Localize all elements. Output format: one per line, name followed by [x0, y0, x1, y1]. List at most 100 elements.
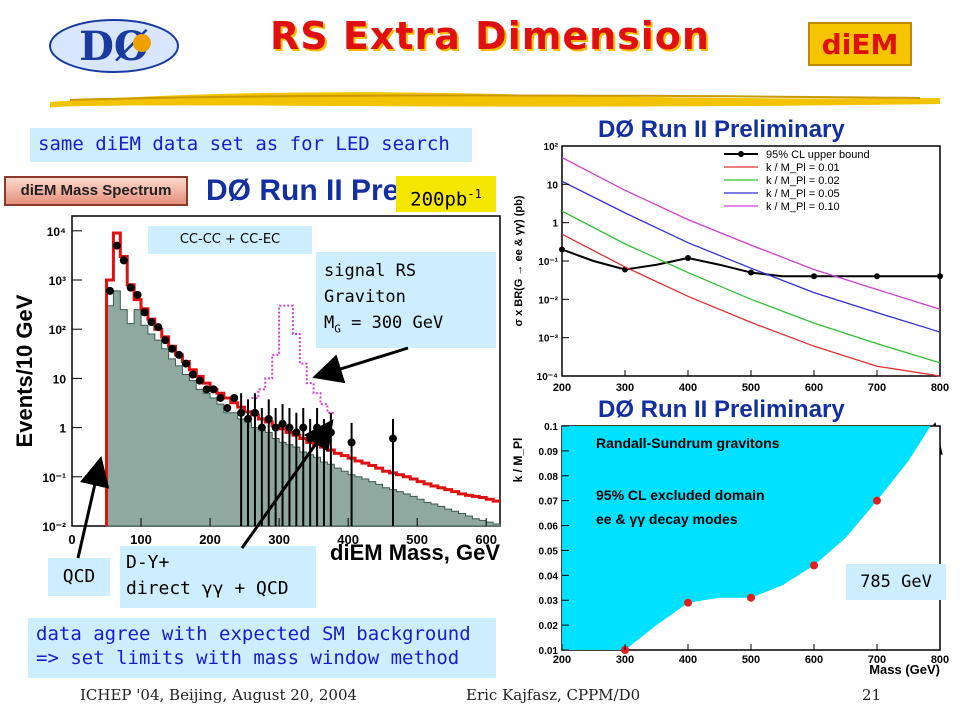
data-point: [168, 344, 177, 353]
limit-point: [937, 273, 943, 280]
y-tick-label: 10: [53, 372, 67, 386]
data-point: [133, 290, 142, 299]
x-tick-label: 600: [475, 532, 497, 547]
x-tick-label: 800: [931, 654, 949, 666]
data-point: [195, 376, 204, 385]
data-point: [202, 385, 211, 394]
x-tick-label: 400: [337, 532, 359, 547]
data-point: [119, 256, 128, 265]
mass-limit-label: 785 GeV: [846, 564, 946, 600]
data-point: [250, 408, 259, 417]
x-tick-label: 200: [553, 382, 571, 394]
data-point: [216, 393, 225, 402]
data-point: [292, 428, 301, 437]
hist-x-axis-label: diEM Mass, GeV: [330, 540, 500, 565]
data-point: [230, 393, 239, 402]
limit-point: [685, 254, 691, 261]
data-point: [140, 308, 149, 317]
hist-y-axis-label: Events/10 GeV: [12, 294, 37, 447]
exclusion-point: [684, 598, 692, 607]
signal-label-line1: signal RS: [324, 261, 417, 281]
signal-label-line2: Graviton: [324, 287, 406, 307]
data-point: [389, 434, 397, 443]
signal-label-line3: MG = 300 GeV: [324, 310, 488, 342]
y-tick-label: 10⁻¹: [42, 471, 66, 485]
y-tick-label: 10⁻¹: [538, 257, 558, 268]
y-tick-label: 10⁻²: [42, 520, 66, 534]
legend-entry: k / M_Pl = 0.10: [766, 201, 840, 213]
luminosity-label: 200pb-1: [396, 176, 496, 212]
y-tick-label: 0.1: [544, 422, 558, 433]
y-tick-label: 0.01: [539, 646, 559, 657]
mass-spectrum-chart: 0 100 200 300 400 500 600 10⁻² 10⁻¹ 1 10 10² 10³ 10⁴ E…: [12, 215, 501, 565]
signal-graviton-histogram: [251, 304, 335, 414]
y-tick-label: 0.05: [539, 546, 559, 557]
y-tick-label: 10⁴: [47, 225, 66, 239]
limit-point: [811, 273, 817, 280]
limit-series-line: [561, 156, 941, 310]
y-tick-label: 0.07: [539, 497, 559, 508]
limit-point: [874, 273, 880, 280]
data-point: [347, 438, 356, 447]
y-tick-label: 10²: [49, 323, 66, 337]
data-point: [223, 404, 232, 413]
y-tick-label: 10: [547, 180, 559, 191]
x-tick-label: 200: [199, 532, 221, 547]
page-number: 21: [862, 686, 882, 704]
y-tick-label: 10⁻⁴: [537, 372, 558, 383]
y-tick-label: 0.09: [539, 447, 559, 458]
x-tick-label: 500: [406, 532, 428, 547]
y-tick-label: 0.06: [539, 522, 559, 533]
data-point: [147, 318, 156, 327]
x-tick-label: 500: [742, 382, 760, 394]
signal-mass-value: = 300 GeV: [340, 313, 444, 333]
data-point: [285, 423, 294, 432]
signal-arrow: [312, 346, 409, 384]
limit-series-line: [561, 233, 941, 377]
data-point: [105, 286, 114, 295]
x-tick-label: 200: [553, 654, 571, 666]
data-point: [237, 408, 246, 417]
dataset-note: same diEM data set as for LED search: [30, 128, 472, 162]
y-tick-label: 10⁻³: [538, 334, 558, 345]
region-label: CC-CC + CC-EC: [148, 226, 312, 254]
x-tick-label: 600: [805, 654, 823, 666]
limit-point: [559, 246, 565, 253]
x-tick-label: 800: [931, 382, 949, 394]
exclusion-chart-title: DØ Run II Preliminary: [598, 396, 845, 423]
signal-mass-symbol: M: [324, 313, 335, 333]
x-tick-label: 700: [868, 654, 886, 666]
data-point: [161, 336, 170, 345]
y-tick-label: 10⁻²: [538, 295, 558, 306]
luminosity-exponent: -1: [467, 187, 482, 201]
qcd-label: QCD: [48, 558, 110, 596]
y-tick-label: 0.02: [539, 621, 559, 632]
limit-y-axis-label: σ x BR(G → ee & γγ) (pb): [513, 195, 525, 326]
exclusion-annotation: 95% CL excluded domain: [596, 487, 765, 503]
limit-chart-title: DØ Run II Preliminary: [598, 116, 845, 143]
exclusion-point: [810, 561, 818, 570]
exclusion-point: [747, 593, 755, 602]
data-point: [188, 370, 197, 379]
footer-author: Eric Kajfasz, CPPM/D0: [466, 686, 641, 704]
signal-mass-subscript: G: [334, 322, 341, 336]
slide-title: RS Extra Dimension: [270, 14, 710, 58]
data-point: [271, 423, 280, 432]
x-tick-label: 700: [868, 382, 886, 394]
exclusion-annotation: Randall-Sundrum gravitons: [596, 435, 780, 451]
mass-spectrum-tag: diEM Mass Spectrum: [4, 176, 188, 206]
qcd-background-fill: [106, 290, 501, 527]
data-point: [154, 323, 163, 332]
legend-entry: k / M_Pl = 0.05: [766, 188, 840, 200]
drell-yan-arrow: [240, 419, 334, 549]
data-point: [257, 423, 266, 432]
y-tick-label: 10²: [544, 142, 559, 153]
data-point: [181, 359, 190, 368]
excluded-region: [562, 426, 931, 650]
drell-yan-label: D-Y+ direct γγ + QCD: [120, 546, 316, 608]
x-tick-label: 100: [130, 532, 152, 547]
y-tick-label: 1: [59, 422, 66, 436]
y-tick-label: 1: [552, 219, 558, 230]
drell-yan-line2: direct γγ + QCD: [126, 578, 289, 599]
